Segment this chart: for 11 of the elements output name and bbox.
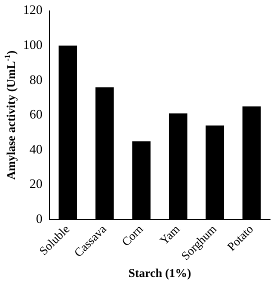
y-axis-title: Amylase activity (UmL-1) [3, 50, 18, 180]
y-tick-label: 40 [30, 141, 42, 156]
x-tick-label: Corn [118, 222, 146, 249]
y-tick-label: 100 [23, 37, 42, 52]
y-tick-label: 20 [30, 176, 42, 192]
y-tick-label: 0 [36, 210, 42, 226]
y-tick-label: 60 [30, 106, 42, 122]
x-tick-label: Yam [156, 222, 183, 248]
y-tick-label: 80 [30, 72, 42, 87]
y-tick-label: 120 [23, 2, 42, 18]
x-axis-title: Starch (1%) [128, 266, 192, 280]
